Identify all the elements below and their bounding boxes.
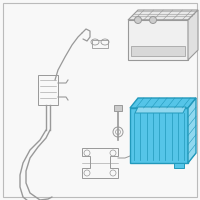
Bar [131,46,185,56]
Circle shape [150,17,156,23]
Bar [92,40,108,48]
Bar [114,105,122,111]
Bar [174,163,184,168]
Polygon shape [128,10,198,20]
Bar [130,108,188,163]
Bar [128,20,188,60]
Polygon shape [130,98,196,108]
Bar [38,75,58,105]
Circle shape [134,17,142,23]
Polygon shape [188,10,198,60]
Polygon shape [135,107,186,113]
Polygon shape [188,98,196,163]
